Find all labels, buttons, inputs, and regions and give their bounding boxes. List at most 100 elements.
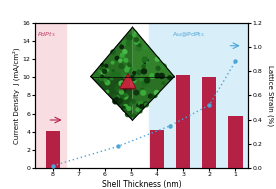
Circle shape: [118, 99, 122, 103]
Polygon shape: [91, 27, 132, 77]
Circle shape: [110, 77, 113, 80]
Circle shape: [117, 83, 121, 87]
Polygon shape: [120, 76, 136, 91]
Circle shape: [119, 64, 124, 68]
Circle shape: [162, 82, 164, 84]
Circle shape: [101, 64, 104, 66]
Circle shape: [134, 90, 139, 95]
Circle shape: [123, 50, 127, 54]
Circle shape: [115, 56, 119, 60]
Circle shape: [145, 78, 150, 83]
Circle shape: [121, 87, 126, 92]
Circle shape: [116, 95, 120, 99]
Circle shape: [106, 69, 108, 72]
Circle shape: [131, 100, 135, 103]
Circle shape: [117, 73, 121, 77]
Circle shape: [138, 101, 142, 105]
Circle shape: [99, 77, 103, 80]
Circle shape: [132, 114, 135, 117]
Circle shape: [111, 50, 115, 54]
Bar: [46, 131, 60, 168]
Circle shape: [142, 57, 147, 62]
Circle shape: [102, 72, 104, 75]
Circle shape: [121, 83, 125, 86]
Circle shape: [120, 53, 124, 57]
Circle shape: [144, 59, 148, 64]
Circle shape: [138, 44, 141, 47]
Circle shape: [124, 75, 129, 80]
Circle shape: [124, 79, 128, 82]
Circle shape: [124, 58, 128, 62]
Circle shape: [142, 65, 145, 68]
Circle shape: [144, 102, 148, 106]
Circle shape: [119, 81, 124, 86]
Circle shape: [125, 94, 127, 96]
Circle shape: [118, 102, 120, 104]
Circle shape: [141, 88, 144, 91]
Circle shape: [113, 72, 118, 77]
Circle shape: [137, 104, 140, 107]
Circle shape: [156, 66, 160, 70]
Circle shape: [114, 97, 118, 102]
Circle shape: [126, 41, 130, 45]
Bar: [176, 75, 190, 168]
Circle shape: [131, 75, 136, 81]
Circle shape: [126, 66, 130, 69]
Circle shape: [146, 88, 150, 92]
Point: [233, 60, 238, 63]
Circle shape: [120, 90, 124, 94]
Circle shape: [101, 75, 104, 77]
Circle shape: [105, 80, 110, 85]
Circle shape: [139, 77, 143, 81]
Circle shape: [130, 103, 132, 105]
Circle shape: [127, 107, 131, 110]
Point: [207, 104, 211, 107]
Circle shape: [150, 74, 155, 78]
Circle shape: [154, 91, 159, 95]
Circle shape: [120, 88, 123, 90]
Circle shape: [123, 109, 126, 112]
Circle shape: [103, 70, 107, 73]
Circle shape: [105, 65, 108, 67]
Circle shape: [113, 95, 116, 97]
Circle shape: [143, 45, 148, 50]
Circle shape: [121, 73, 126, 77]
Circle shape: [136, 108, 139, 111]
Text: PdPt$_3$: PdPt$_3$: [37, 30, 55, 39]
Bar: [34, 23, 66, 168]
Circle shape: [168, 76, 172, 80]
Circle shape: [137, 45, 140, 47]
Circle shape: [127, 36, 130, 39]
Circle shape: [104, 79, 107, 81]
Circle shape: [132, 67, 136, 71]
Polygon shape: [132, 27, 174, 120]
Circle shape: [134, 40, 139, 44]
Circle shape: [148, 94, 152, 98]
Circle shape: [134, 38, 138, 42]
Bar: [149, 23, 248, 168]
Circle shape: [111, 73, 115, 77]
Circle shape: [136, 46, 141, 51]
Bar: [228, 116, 243, 168]
Circle shape: [159, 73, 164, 78]
Circle shape: [101, 72, 104, 74]
Circle shape: [147, 62, 149, 64]
Circle shape: [128, 64, 131, 67]
Circle shape: [140, 105, 144, 108]
Circle shape: [161, 64, 166, 69]
Y-axis label: Lattice Strain (%): Lattice Strain (%): [267, 65, 274, 126]
Text: Au@PdPt$_3$: Au@PdPt$_3$: [172, 30, 205, 39]
Y-axis label: Current Density  J (mA/cm²): Current Density J (mA/cm²): [12, 47, 20, 144]
Circle shape: [134, 31, 137, 33]
Circle shape: [120, 45, 123, 49]
Circle shape: [111, 61, 114, 64]
Circle shape: [115, 87, 118, 90]
Circle shape: [117, 82, 119, 85]
Circle shape: [119, 59, 122, 62]
Circle shape: [122, 106, 125, 110]
Circle shape: [120, 55, 125, 60]
Circle shape: [100, 68, 104, 71]
Circle shape: [153, 94, 157, 98]
Circle shape: [105, 64, 107, 67]
Polygon shape: [120, 74, 136, 88]
